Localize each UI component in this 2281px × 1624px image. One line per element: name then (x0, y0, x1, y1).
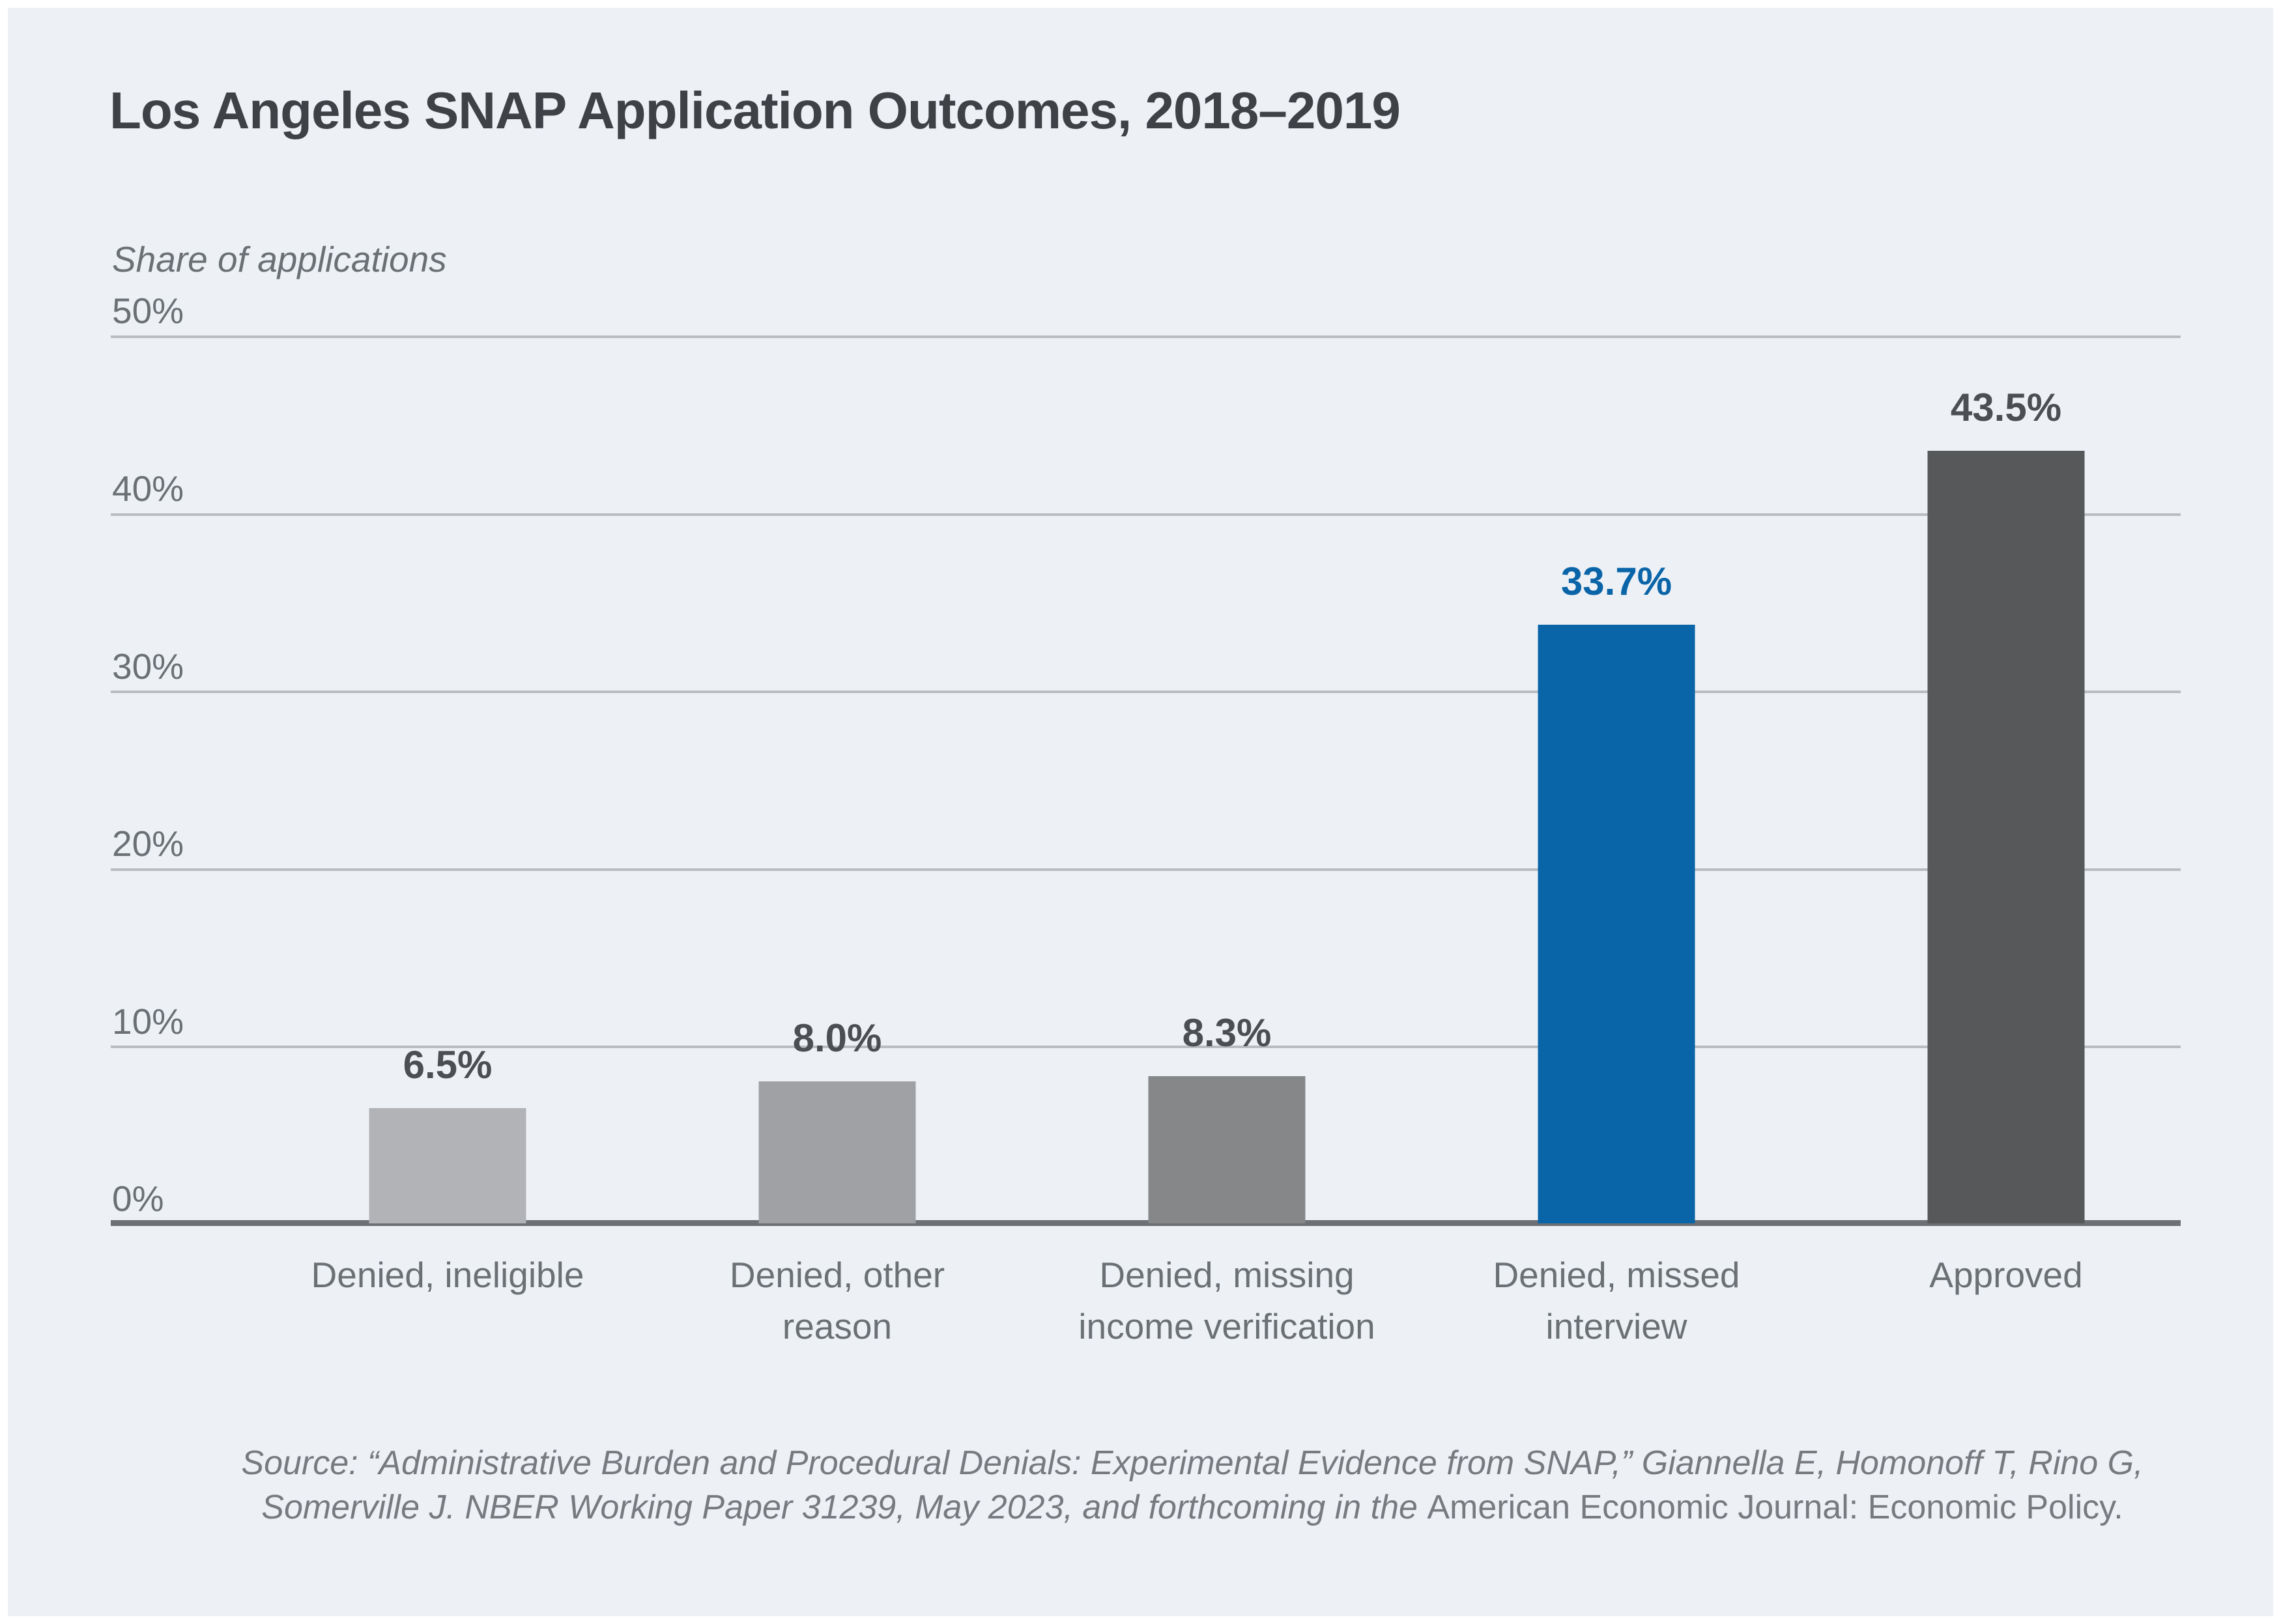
bar-denied-other-reason (758, 1081, 916, 1223)
value-label: 6.5% (403, 1042, 493, 1087)
y-tick-10: 10% (112, 1001, 184, 1042)
bar-group-approved: 43.5% Approved (1811, 335, 2201, 1295)
bar-approved (1927, 451, 2085, 1223)
category-label: Denied, missed interview (1369, 1249, 1864, 1352)
y-axis-title: Share of applications (112, 239, 447, 279)
bar-denied-ineligible (369, 1107, 526, 1223)
bar-group-denied-missed-interview: 33.7% Denied, missed interview (1422, 335, 1811, 1346)
source-note-line2-italic: Somerville J. NBER Working Paper 31239, … (261, 1489, 1427, 1526)
y-tick-50: 50% (112, 291, 184, 331)
value-label: 33.7% (1560, 560, 1672, 604)
category-label: Denied, missing income verification (979, 1249, 1474, 1352)
source-note-line2: Somerville J. NBER Working Paper 31239, … (111, 1485, 2274, 1530)
gridline-30 (111, 691, 2181, 694)
category-label-line1: Denied, other (729, 1255, 945, 1295)
y-tick-30: 30% (112, 646, 184, 687)
bar-denied-missed-interview (1538, 625, 1695, 1223)
bar-group-denied-missing-income-verification: 8.3% Denied, missing income verification (1032, 335, 1422, 1346)
value-label: 43.5% (1950, 386, 2062, 430)
source-note-line1: Source: “Administrative Burden and Proce… (241, 1444, 2144, 1482)
gridline-20 (111, 868, 2181, 871)
source-note: Source: “Administrative Burden and Proce… (111, 1441, 2274, 1530)
y-tick-20: 20% (112, 823, 184, 864)
category-label: Denied, other reason (590, 1249, 1085, 1352)
source-note-journal-name: American Economic Journal: Economic Poli… (1427, 1489, 2123, 1526)
category-label-line1: Approved (1929, 1255, 2083, 1295)
category-label: Denied, ineligible (200, 1249, 695, 1301)
gridline-10 (111, 1046, 2181, 1049)
bar-group-denied-other-reason: 8.0% Denied, other reason (642, 335, 1032, 1346)
category-label: Approved (1758, 1249, 2254, 1301)
plot-area: 50% 40% 30% 20% 10% 0% 6.5% Denied, inel… (111, 291, 2181, 1346)
bars-row: 6.5% Denied, ineligible 8.0% Denied, oth… (253, 335, 2201, 1346)
value-label: 8.0% (792, 1016, 882, 1060)
y-tick-40: 40% (112, 468, 184, 509)
x-axis-line (111, 1220, 2181, 1226)
category-label-line2: interview (1545, 1306, 1687, 1346)
category-label-line1: Denied, missing (1099, 1255, 1355, 1295)
y-tick-0: 0% (112, 1178, 164, 1219)
category-label-line1: Denied, missed (1493, 1255, 1740, 1295)
category-label-line2: income verification (1078, 1306, 1375, 1346)
value-label: 8.3% (1182, 1010, 1272, 1055)
category-label-line2: reason (782, 1306, 893, 1346)
gridline-40 (111, 513, 2181, 516)
gridline-50 (111, 335, 2181, 338)
bar-group-denied-ineligible: 6.5% Denied, ineligible (253, 335, 642, 1295)
category-label-line1: Denied, ineligible (311, 1255, 584, 1295)
figure-panel (8, 8, 2273, 1616)
bar-denied-missing-income-verification (1148, 1076, 1306, 1223)
chart-title: Los Angeles SNAP Application Outcomes, 2… (109, 81, 1401, 139)
